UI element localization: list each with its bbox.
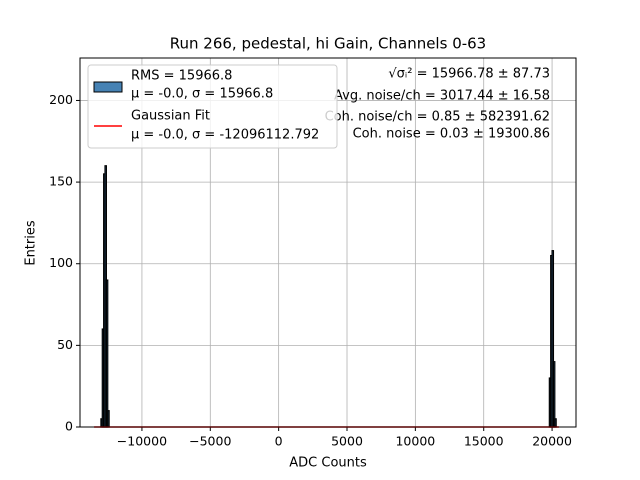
annotation: Coh. noise = 0.03 ± 19300.86 xyxy=(353,127,550,142)
y-tick-label: 150 xyxy=(49,174,73,189)
x-axis-label: ADC Counts xyxy=(289,456,367,471)
y-tick-label: 0 xyxy=(65,419,73,434)
legend-label: RMS = 15966.8 xyxy=(131,69,232,84)
x-tick-label: 0 xyxy=(275,434,283,449)
x-tick-label: 10000 xyxy=(395,434,435,449)
legend-stats: μ = -0.0, σ = -12096112.792 xyxy=(131,128,319,143)
x-tick-label: 5000 xyxy=(331,434,363,449)
annotation: √σᵢ² = 15966.78 ± 87.73 xyxy=(388,67,550,82)
histogram-bar xyxy=(107,410,110,428)
legend-stats: μ = -0.0, σ = 15966.8 xyxy=(131,87,273,102)
x-tick-label: 15000 xyxy=(464,434,504,449)
histogram-bar xyxy=(105,279,109,428)
y-axis-label: Entries xyxy=(24,220,39,266)
legend-swatch xyxy=(93,81,123,93)
chart-title: Run 266, pedestal, hi Gain, Channels 0-6… xyxy=(170,35,486,53)
y-tick-label: 50 xyxy=(57,337,73,352)
legend-label: Gaussian Fit xyxy=(131,109,210,124)
x-tick-label: −10000 xyxy=(117,434,167,449)
y-tick-label: 200 xyxy=(49,92,73,107)
annotation: Coh. noise/ch = 0.85 ± 582391.62 xyxy=(325,110,550,125)
histogram-bar xyxy=(554,418,557,428)
y-tick-label: 100 xyxy=(49,255,73,270)
legend-box xyxy=(87,64,338,149)
plot-frame xyxy=(79,57,577,428)
histogram-bar xyxy=(552,361,556,428)
x-tick-label: −5000 xyxy=(189,434,231,449)
x-tick-label: 20000 xyxy=(532,434,572,449)
annotation: Avg. noise/ch = 3017.44 ± 16.58 xyxy=(334,89,550,104)
